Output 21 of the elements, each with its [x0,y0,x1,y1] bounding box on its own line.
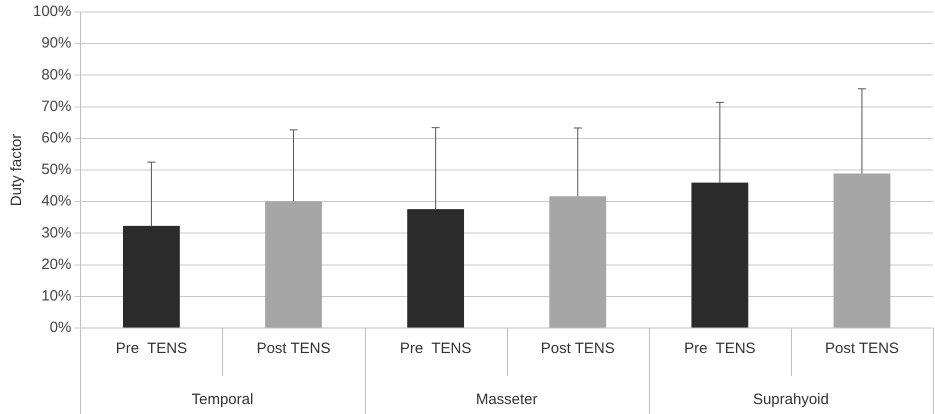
y-tick-label: 30% [41,224,72,242]
x-tick-label: Pre TENS [116,340,188,358]
text: Suprahyoid [752,391,829,408]
x-tick-label: Pre TENS [684,340,756,358]
text: Temporal [192,391,254,408]
x-tick-label: Post TENS [540,340,615,358]
y-tick-label: 10% [41,288,72,305]
x-tick-label: Post TENS [256,340,330,358]
y-tick-label: 80% [41,66,72,84]
y-tick-label: 40% [41,192,72,210]
x-tick-label: Pre TENS [400,340,472,358]
y-tick-label: 50% [41,161,72,178]
y-tick-label: 90% [41,34,72,52]
y-tick-label: 60% [41,130,72,147]
y-axis-title: Duty factor [8,134,26,206]
y-tick-label: 0% [50,319,72,336]
y-tick-label: 70% [41,98,72,115]
text: Masseter [476,391,538,408]
y-tick-label: 100% [32,3,72,20]
y-tick-label: 20% [41,256,72,273]
x-tick-label: Post TENS [824,340,899,358]
